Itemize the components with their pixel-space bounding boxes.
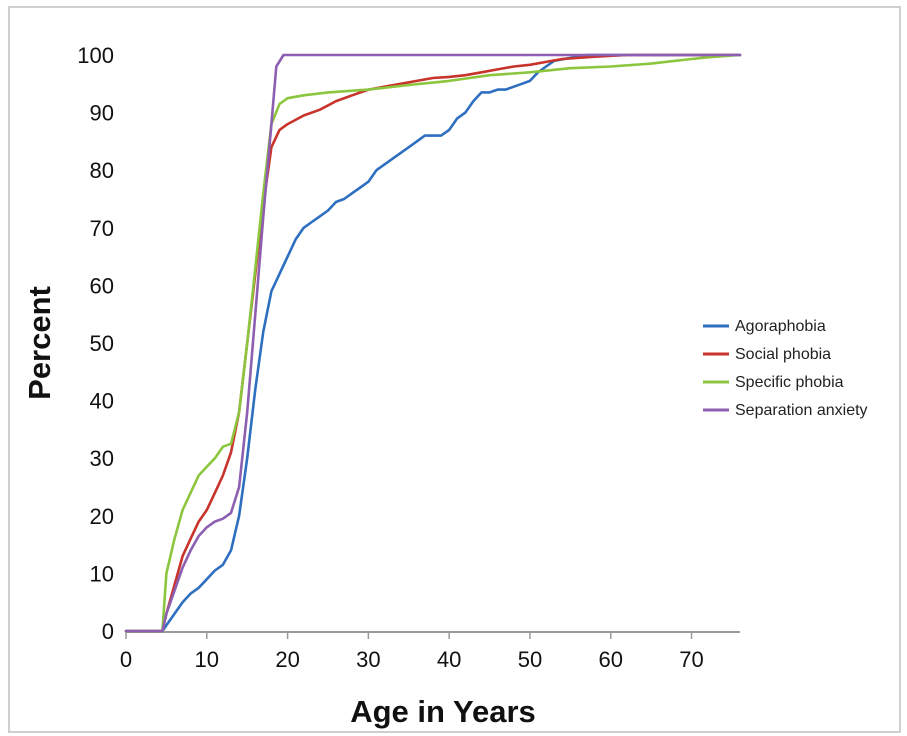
x-axis-title: Age in Years bbox=[350, 694, 536, 729]
y-tick-label: 60 bbox=[90, 273, 114, 298]
y-tick-label: 50 bbox=[90, 331, 114, 356]
x-tick-label: 70 bbox=[679, 647, 703, 672]
x-ticks: 0 10 20 30 40 50 60 70 bbox=[120, 632, 704, 672]
series-line bbox=[124, 53, 742, 633]
y-tick-label: 70 bbox=[90, 216, 114, 241]
x-tick-label: 60 bbox=[598, 647, 622, 672]
y-tick-label: 30 bbox=[90, 446, 114, 471]
series-lines bbox=[124, 53, 742, 633]
y-axis-title: Percent bbox=[22, 286, 57, 400]
x-tick-label: 0 bbox=[120, 647, 132, 672]
x-tick-label: 30 bbox=[356, 647, 380, 672]
y-tick-label: 20 bbox=[90, 504, 114, 529]
y-tick-label: 10 bbox=[90, 561, 114, 586]
x-tick-label: 10 bbox=[195, 647, 219, 672]
y-ticks: 0 10 20 30 40 50 60 70 80 90 100 bbox=[77, 43, 114, 644]
x-tick-label: 40 bbox=[437, 647, 461, 672]
legend-label: Social phobia bbox=[735, 346, 831, 363]
legend-label: Specific phobia bbox=[735, 374, 844, 391]
legend: Agoraphobia Social phobia Specific phobia S… bbox=[703, 318, 868, 419]
y-tick-label: 80 bbox=[90, 158, 114, 183]
legend-label: Separation anxiety bbox=[735, 402, 868, 419]
y-tick-label: 0 bbox=[102, 619, 114, 644]
x-tick-label: 50 bbox=[518, 647, 542, 672]
y-tick-label: 100 bbox=[77, 43, 114, 68]
series-line bbox=[124, 53, 742, 633]
x-tick-label: 20 bbox=[275, 647, 299, 672]
y-tick-label: 40 bbox=[90, 389, 114, 414]
chart-frame bbox=[8, 6, 901, 733]
y-tick-label: 90 bbox=[90, 101, 114, 126]
legend-label: Agoraphobia bbox=[735, 318, 826, 335]
series-line bbox=[124, 53, 742, 633]
series-line bbox=[124, 53, 742, 633]
